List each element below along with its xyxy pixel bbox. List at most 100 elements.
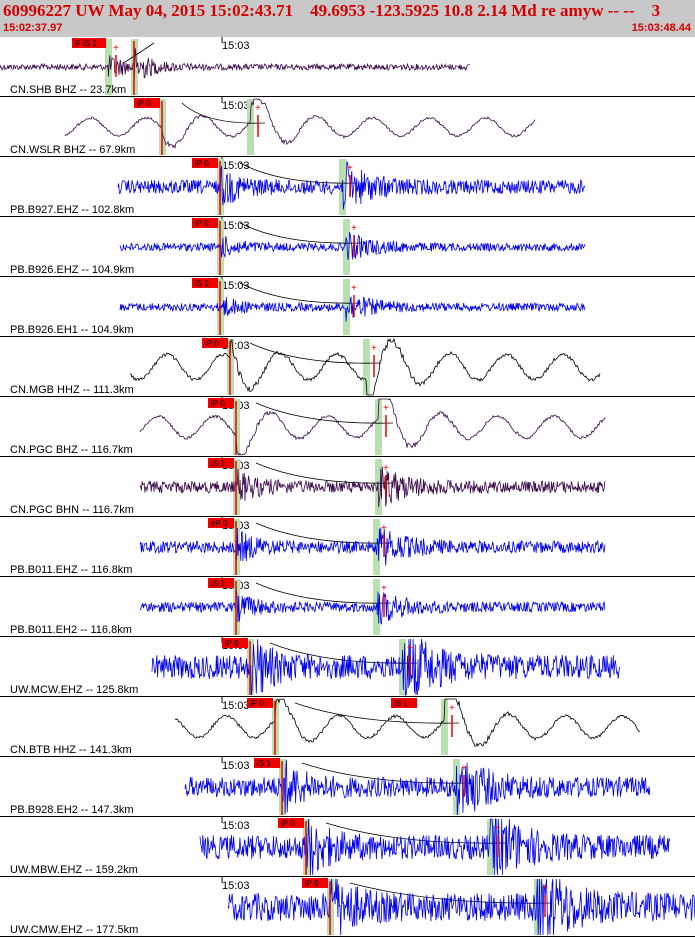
minute-tick-label: 15:03 — [222, 820, 250, 832]
travel-time-curve — [239, 222, 362, 244]
arrival-window — [247, 99, 254, 155]
pick-label-box[interactable] — [80, 38, 106, 48]
trace-row[interactable]: 15:03 + iP 0 PB.B927.EHZ -- 102.8km — [0, 157, 695, 217]
pick-label[interactable]: iP 0 — [250, 699, 264, 708]
waveform — [129, 337, 601, 396]
minute-tick-label: 15:03 — [222, 220, 250, 232]
trace-row[interactable]: 15:03+iS 1PB.B011.EH2 -- 116.8km — [0, 577, 695, 637]
travel-time-curve — [301, 762, 472, 784]
minute-tick-label: 15:03 — [222, 700, 250, 712]
trace-row[interactable]: 15:03+eP 0PB.B011.EHZ -- 116.8km — [0, 517, 695, 577]
arrival-window — [375, 399, 382, 455]
waveform — [184, 759, 651, 816]
trace-row[interactable]: 15:03 + iP 0 iS 1 CN.BTB HHZ -- 141.3km — [0, 697, 695, 757]
arrival-window — [343, 279, 350, 335]
waveform — [174, 698, 641, 747]
waveform — [227, 878, 695, 936]
window-end-time: 15:03:48.44 — [631, 22, 691, 34]
amplitude-marker-icon: + — [383, 403, 389, 414]
travel-time-curve — [239, 282, 362, 304]
pick-label-box[interactable] — [254, 758, 280, 768]
pick-label[interactable]: iP 0 — [195, 219, 209, 228]
minute-tick-label: 15:03 — [222, 100, 250, 112]
travel-time-curve — [239, 162, 358, 184]
pick-label-box[interactable] — [192, 278, 218, 288]
travel-time-curve — [325, 822, 506, 844]
pick-label[interactable]: eP 0 — [211, 519, 228, 528]
trace-row[interactable]: 15:03 + iP 0 CN.WSLR BHZ -- 67.9km — [0, 97, 695, 157]
trace-row[interactable]: 15:03 + iS 1 PB.B928.EH2 -- 147.3km — [0, 757, 695, 817]
pick-label[interactable]: iP 0 — [195, 159, 209, 168]
arrival-window — [399, 639, 406, 695]
station-label: UW.MBW.EHZ -- 159.2km — [10, 864, 138, 876]
pick-label-box[interactable] — [134, 98, 160, 108]
minute-tick-label: 15:03 — [222, 280, 250, 292]
pick-label-box[interactable] — [208, 518, 234, 528]
pick-label-box[interactable] — [208, 578, 234, 588]
station-label: CN.SHB BHZ -- 23.7km — [10, 84, 126, 96]
waveform — [119, 231, 586, 260]
pick-label-box[interactable] — [391, 698, 417, 708]
arrival-window — [363, 339, 370, 395]
station-label: CN.BTB HHZ -- 141.3km — [10, 744, 132, 756]
trace-row[interactable]: 15:03 +iP 0CN.MGB HHZ -- 111.3km — [0, 337, 695, 397]
trace-row[interactable]: 15:03 + iP 0 UW.CMW.EHZ -- 177.5km — [0, 877, 695, 937]
travel-time-curve — [269, 642, 418, 664]
waveform — [117, 160, 586, 210]
waveform — [64, 98, 536, 149]
pick-label-box[interactable] — [208, 398, 234, 408]
trace-row[interactable]: 15:03+iP 0iS 1CN.SHB BHZ -- 23.7km — [0, 37, 695, 97]
trace-row[interactable]: 15:03+iP 0UW.MCW.EHZ -- 125.8km — [0, 637, 695, 697]
pick-label-box[interactable] — [192, 158, 218, 168]
amplitude-marker-icon: + — [407, 643, 413, 654]
station-label: PB.B011.EHZ -- 116.8km — [10, 564, 132, 576]
seismogram-panel[interactable]: 15:03 + iP 0 iS 1 CN.SHB BHZ -- 23.7km 15:03 +… — [0, 37, 695, 938]
arrival-window — [105, 39, 112, 95]
pick-label[interactable]: iS 1 — [211, 459, 225, 468]
pick-label-box[interactable] — [208, 458, 234, 468]
pick-label[interactable]: iP 0 — [205, 339, 219, 348]
trace-row[interactable]: 15:03 + iP 0 UW.MBW.EHZ -- 159.2km — [0, 817, 695, 877]
trace-row[interactable]: 15:03+iP 0CN.PGC BHZ -- 116.7km — [0, 397, 695, 457]
amplitude-marker-icon: + — [371, 343, 377, 354]
amplitude-marker-icon: + — [495, 823, 501, 834]
station-label: PB.B926.EH1 -- 104.9km — [10, 324, 134, 336]
trace-row[interactable]: 15:03 + iP 0 PB.B926.EHZ -- 104.9km — [0, 217, 695, 277]
pick-label[interactable]: iP 0 — [211, 399, 225, 408]
pick-label[interactable]: iP 0 — [225, 639, 239, 648]
pick-label[interactable]: iS 1 — [83, 39, 97, 48]
trace-row[interactable]: 15:03 + iS 1 PB.B926.EH1 -- 104.9km — [0, 277, 695, 337]
travel-time-curve — [249, 342, 382, 364]
amplitude-marker-icon: + — [351, 223, 357, 234]
amplitude-marker-icon: + — [351, 283, 357, 294]
pick-label[interactable]: iP 0 — [281, 819, 295, 828]
amplitude-marker-icon: + — [461, 763, 467, 774]
amplitude-marker-icon: + — [542, 883, 548, 894]
amplitude-marker-icon: + — [381, 583, 387, 594]
waveform — [139, 466, 606, 508]
pick-label[interactable]: iS 1 — [211, 579, 225, 588]
station-label: CN.WSLR BHZ -- 67.9km — [10, 144, 135, 156]
trace-row[interactable]: 15:03+iS 1CN.PGC BHN -- 116.7km — [0, 457, 695, 517]
event-header: 60996227 UW May 04, 2015 15:02:43.71 49.… — [0, 0, 695, 37]
minute-tick-label: 15:03 — [222, 160, 250, 172]
pick-label[interactable]: iS 1 — [195, 279, 209, 288]
amplitude-marker-icon: + — [381, 523, 387, 534]
pick-label-box[interactable] — [192, 218, 218, 228]
pick-label-box[interactable] — [202, 338, 228, 348]
travel-time-curve — [255, 462, 394, 484]
waveform — [199, 818, 671, 876]
pick-label-box[interactable] — [302, 878, 328, 888]
waveform — [139, 527, 606, 566]
arrival-window — [343, 219, 350, 275]
minute-tick-label: 15:03 — [222, 760, 250, 772]
pick-label[interactable]: iP 0 — [305, 879, 319, 888]
arrival-window — [373, 519, 380, 575]
pick-label-box[interactable] — [222, 638, 248, 648]
pick-label[interactable]: iP 0 — [137, 99, 151, 108]
pick-label[interactable]: iS 1 — [257, 759, 271, 768]
pick-label-box[interactable] — [247, 698, 273, 708]
station-label: PB.B928.EH2 -- 147.3km — [10, 804, 134, 816]
pick-label-box[interactable] — [278, 818, 304, 828]
pick-label[interactable]: iS 1 — [394, 699, 408, 708]
